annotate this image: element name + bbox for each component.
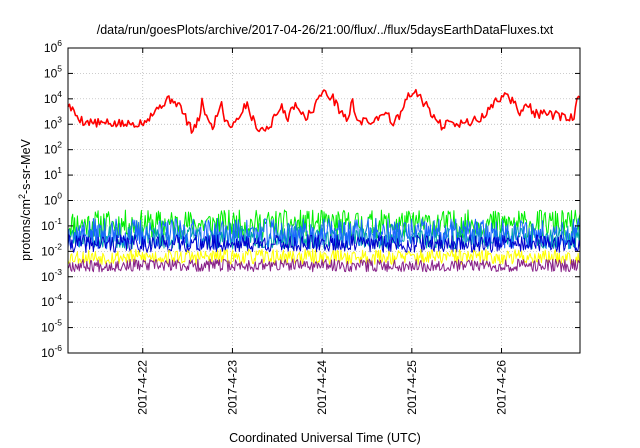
y-tick-label-exp: -6 <box>54 343 62 353</box>
y-tick-label: 101 <box>44 165 62 182</box>
y-tick-label-base: 10 <box>41 219 55 233</box>
y-axis-label-sup: 2 <box>17 194 27 199</box>
x-tick-label: 2017-4-25 <box>405 360 419 415</box>
y-tick-label-base: 10 <box>41 321 55 335</box>
data-series <box>67 88 581 273</box>
y-tick-label: 10-2 <box>41 241 62 258</box>
y-tick-labels: 10-610-510-410-310-210-11001011021031041… <box>41 38 62 360</box>
y-axis-label-suffix: -s-sr-MeV <box>19 138 33 194</box>
y-tick-label-base: 10 <box>44 66 58 80</box>
y-tick-label-exp: -5 <box>54 318 62 328</box>
y-tick-label-base: 10 <box>41 346 55 360</box>
y-tick-label-base: 10 <box>44 117 58 131</box>
series-line <box>67 209 581 239</box>
y-tick-label: 105 <box>44 63 62 80</box>
y-tick-label-exp: 4 <box>57 89 62 99</box>
grid-lines <box>68 48 580 353</box>
x-tick-labels: 2017-4-22 2017-4-23 2017-4-24 2017-4-25 2017… <box>136 360 509 415</box>
y-tick-label-base: 10 <box>41 244 55 258</box>
y-tick-label: 10-3 <box>41 267 62 284</box>
x-tick-label: 2017-4-24 <box>315 360 329 415</box>
y-tick-label: 102 <box>44 140 62 157</box>
y-tick-label-base: 10 <box>41 295 55 309</box>
y-tick-label-exp: 5 <box>57 63 62 73</box>
y-tick-label-exp: 3 <box>57 114 62 124</box>
series-line <box>67 248 581 265</box>
y-tick-label: 100 <box>44 191 62 208</box>
y-tick-label-base: 10 <box>44 92 58 106</box>
axis-ticks <box>68 47 580 354</box>
y-tick-label-base: 10 <box>44 194 58 208</box>
y-tick-label-exp: 6 <box>57 38 62 48</box>
y-tick-label-base: 10 <box>44 168 58 182</box>
y-tick-label-exp: -2 <box>54 241 62 251</box>
y-tick-label: 106 <box>44 38 62 55</box>
y-tick-label-exp: 0 <box>57 191 62 201</box>
y-tick-label-base: 10 <box>44 143 58 157</box>
y-tick-label-base: 10 <box>41 270 55 284</box>
y-tick-label-exp: 2 <box>57 140 62 150</box>
series-line <box>67 217 581 250</box>
y-tick-label-exp: 1 <box>57 165 62 175</box>
y-tick-label: 10-5 <box>41 318 62 335</box>
x-tick-label: 2017-4-23 <box>225 360 239 415</box>
y-tick-label: 103 <box>44 114 62 131</box>
y-tick-label-base: 10 <box>44 41 58 55</box>
y-axis-label-prefix: protons/cm <box>19 199 33 261</box>
series-line <box>67 88 581 134</box>
y-tick-label: 10-4 <box>41 292 62 309</box>
y-axis-label: protons/cm2-s-sr-MeV <box>17 138 33 260</box>
y-tick-label-exp: -1 <box>54 216 62 226</box>
y-tick-label: 10-1 <box>41 216 62 233</box>
chart-title: /data/run/goesPlots/archive/2017-04-26/2… <box>97 23 554 37</box>
y-tick-label: 10-6 <box>41 343 62 360</box>
x-axis-label: Coordinated Universal Time (UTC) <box>229 431 421 445</box>
x-tick-label: 2017-4-26 <box>495 360 509 415</box>
x-tick-label: 2017-4-22 <box>136 360 150 415</box>
series-line <box>67 234 581 253</box>
y-tick-label-exp: -4 <box>54 292 62 302</box>
y-tick-label-exp: -3 <box>54 267 62 277</box>
series-line <box>67 258 581 273</box>
y-tick-label: 104 <box>44 89 62 106</box>
